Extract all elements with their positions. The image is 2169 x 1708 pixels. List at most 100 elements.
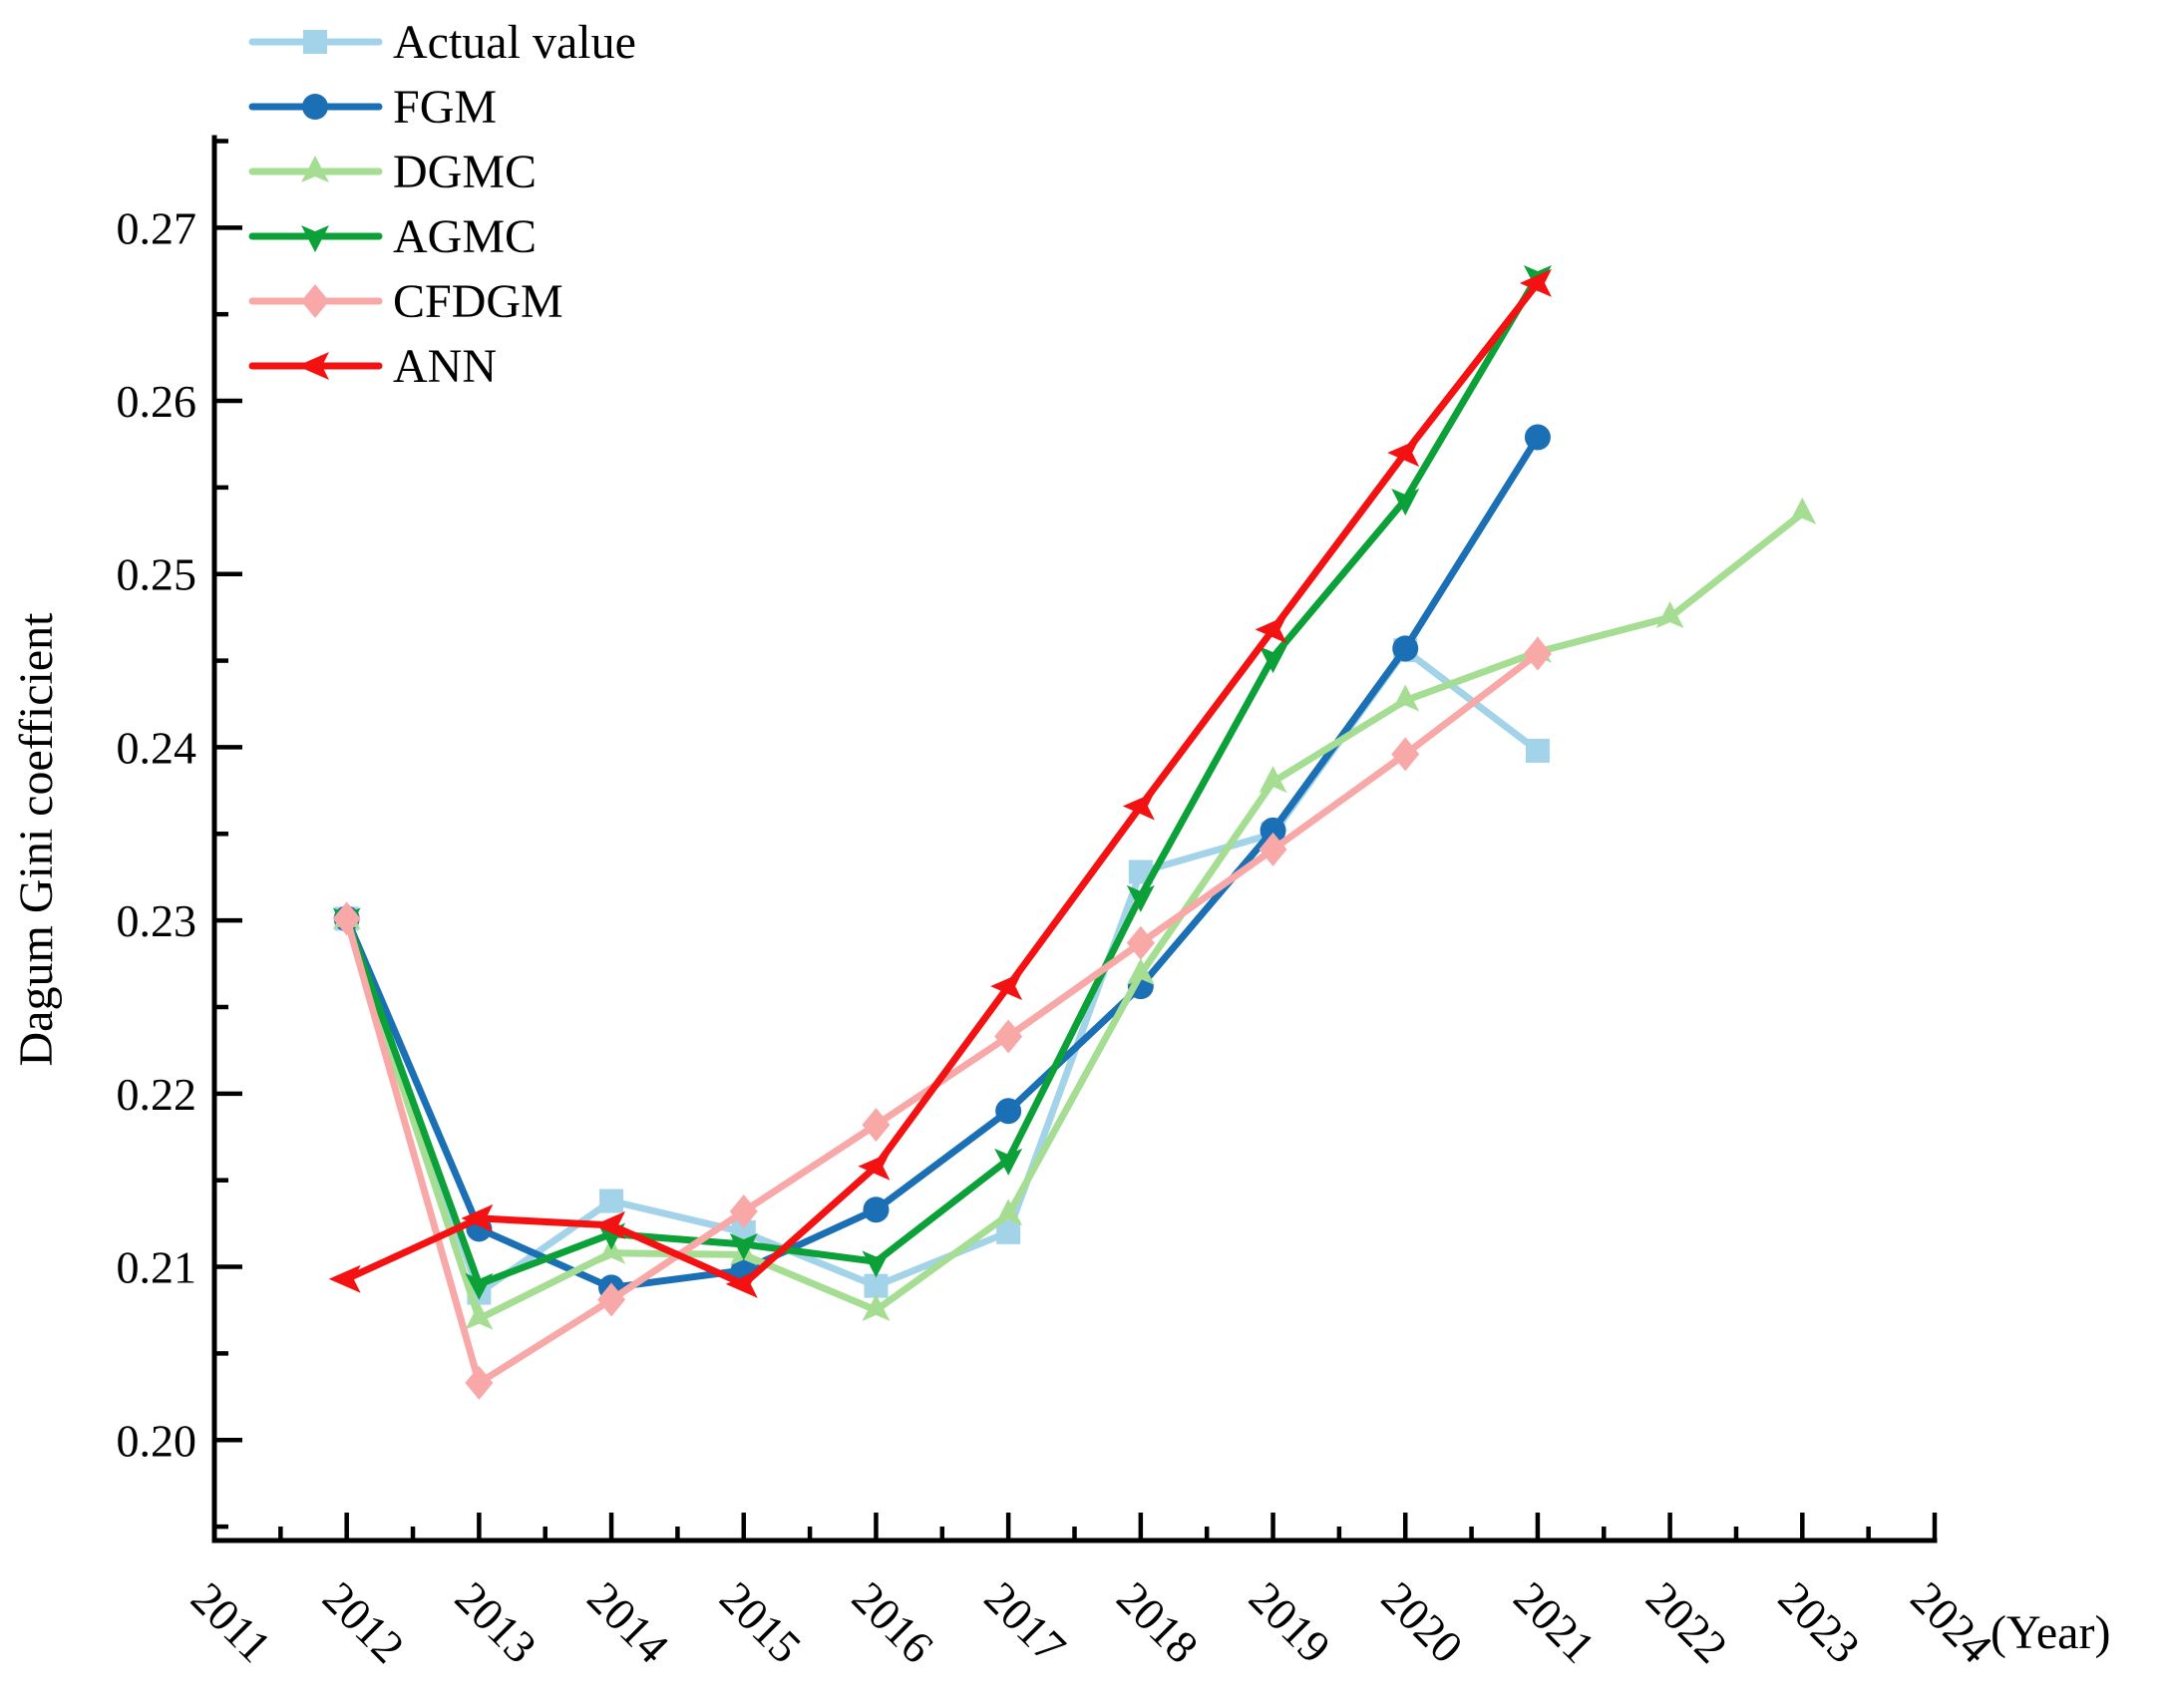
series-line-agmc (343, 272, 1542, 1288)
series-marker-ann-2021 (1519, 268, 1552, 297)
series-layer (328, 264, 1817, 1400)
series-marker-dgmc-2018 (1126, 957, 1155, 985)
series-marker-cfdgm-2018 (1126, 925, 1155, 960)
series-ann (328, 268, 1552, 1298)
x-tick-label: 2021 (1504, 1571, 1605, 1672)
legend-item-actual-value: Actual value (248, 16, 636, 69)
series-marker-dgmc-2016 (862, 1293, 891, 1321)
x-tick-label: 2017 (975, 1571, 1076, 1672)
x-tick-label: 2020 (1372, 1571, 1473, 1672)
series-marker-cfdgm-2016 (862, 1108, 891, 1143)
series-dgmc (332, 497, 1817, 1330)
legend-label-dgmc: DGMC (393, 146, 537, 198)
series-marker-actual-value-2014 (599, 1189, 624, 1213)
series-marker-cfdgm-2021 (1523, 636, 1552, 671)
series-line-fgm (343, 434, 1542, 1291)
series-marker-agmc-2013 (465, 1272, 494, 1300)
series-marker-dgmc-2022 (1655, 601, 1684, 629)
series-marker-ann-2012 (328, 1264, 361, 1293)
series-marker-ann-2013 (461, 1203, 494, 1232)
y-tick-label: 0.22 (117, 1069, 197, 1120)
series-cfdgm (332, 636, 1552, 1400)
legend-label-actual-value: Actual value (393, 16, 636, 69)
series-marker-fgm-2017 (995, 1098, 1022, 1125)
legend-item-agmc: AGMC (248, 210, 537, 263)
y-tick-label: 0.26 (117, 376, 197, 427)
legend-marker-actual-value (303, 30, 327, 54)
legend-item-fgm: FGM (248, 81, 497, 134)
series-marker-cfdgm-2019 (1259, 832, 1287, 866)
series-marker-ann-2017 (990, 972, 1023, 1001)
legend-marker-cfdgm (301, 284, 329, 318)
series-marker-agmc-2016 (862, 1250, 891, 1278)
x-tick-label: 2014 (577, 1571, 678, 1672)
x-tick-label: 2013 (446, 1571, 546, 1672)
series-marker-fgm-2016 (863, 1196, 890, 1223)
series-marker-ann-2020 (1387, 439, 1420, 468)
series-line-cfdgm (343, 650, 1542, 1387)
series-marker-actual-value-2016 (864, 1273, 889, 1298)
legend-label-fgm: FGM (393, 81, 497, 134)
x-tick-label: 2012 (313, 1571, 414, 1672)
x-tick-label: 2011 (181, 1572, 281, 1672)
series-marker-agmc-2015 (729, 1232, 758, 1260)
legend-marker-dgmc (301, 156, 329, 182)
y-tick-label: 0.24 (117, 722, 197, 773)
series-marker-dgmc-2020 (1391, 684, 1420, 712)
x-tick-label: 2015 (710, 1571, 811, 1672)
series-marker-cfdgm-2017 (994, 1019, 1023, 1054)
legend-label-agmc: AGMC (393, 210, 537, 263)
legend-layer: Actual value FGM DGMC AGMC CFDGM ANN (248, 16, 636, 393)
series-line-ann (343, 279, 1542, 1288)
series-marker-cfdgm-2012 (332, 901, 361, 936)
series-marker-ann-2015 (725, 1269, 758, 1298)
legend-item-cfdgm: CFDGM (248, 275, 563, 328)
series-line-dgmc (343, 510, 1806, 1323)
series-marker-cfdgm-2020 (1391, 737, 1420, 772)
legend-label-cfdgm: CFDGM (393, 275, 563, 328)
series-marker-agmc-2017 (994, 1148, 1023, 1176)
series-marker-ann-2019 (1255, 615, 1287, 644)
series-marker-ann-2016 (858, 1152, 891, 1181)
y-tick-label: 0.21 (117, 1242, 197, 1293)
series-marker-dgmc-2017 (994, 1198, 1023, 1226)
series-marker-agmc-2020 (1391, 489, 1420, 516)
series-marker-fgm-2019 (1260, 817, 1286, 844)
y-tick-label: 0.25 (117, 549, 197, 600)
series-marker-agmc-2018 (1126, 884, 1155, 912)
series-marker-dgmc-2019 (1259, 766, 1287, 794)
legend-marker-ann (297, 352, 329, 380)
series-marker-ann-2014 (593, 1210, 626, 1239)
series-actual-value (334, 638, 1550, 1305)
axis-spines (211, 135, 1938, 1543)
x-tick-label: 2023 (1769, 1571, 1870, 1672)
series-marker-dgmc-2023 (1788, 497, 1817, 524)
y-tick-label: 0.27 (117, 202, 197, 253)
legend-marker-fgm (302, 94, 328, 120)
x-tick-label: 2019 (1240, 1571, 1340, 1672)
series-marker-cfdgm-2014 (597, 1282, 626, 1317)
legend-label-ann: ANN (393, 340, 497, 393)
x-tick-label: 2016 (843, 1571, 943, 1672)
y-tick-label: 0.20 (117, 1415, 197, 1466)
x-tick-label: 2022 (1636, 1571, 1737, 1672)
series-line-actual-value (343, 646, 1542, 1297)
series-marker-fgm-2020 (1392, 635, 1419, 662)
series-marker-fgm-2021 (1524, 424, 1551, 451)
series-marker-cfdgm-2013 (465, 1365, 494, 1400)
x-tick-label: 2018 (1107, 1571, 1208, 1672)
series-marker-dgmc-2014 (597, 1236, 626, 1264)
y-axis-title: Dagum Gini coefficient (10, 612, 63, 1067)
y-tick-label: 0.23 (117, 895, 197, 946)
series-fgm (333, 424, 1551, 1301)
legend-marker-agmc (301, 225, 329, 252)
legend-item-dgmc: DGMC (248, 146, 537, 198)
series-marker-cfdgm-2015 (729, 1194, 758, 1228)
series-marker-actual-value-2021 (1525, 738, 1550, 763)
x-axis-title: (Year) (1990, 1606, 2110, 1659)
legend-item-ann: ANN (248, 340, 497, 393)
series-marker-agmc-2019 (1259, 646, 1287, 674)
series-marker-dgmc-2013 (465, 1302, 494, 1330)
